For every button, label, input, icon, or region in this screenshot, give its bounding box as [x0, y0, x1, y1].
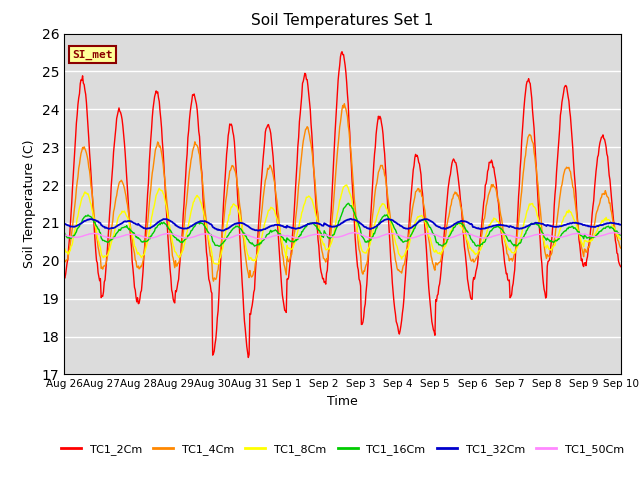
TC1_50Cm	[350, 230, 358, 236]
TC1_16Cm	[214, 242, 221, 248]
TC1_2Cm	[338, 49, 346, 55]
TC1_8Cm	[60, 245, 68, 251]
Line: TC1_4Cm: TC1_4Cm	[64, 104, 621, 281]
Line: TC1_50Cm: TC1_50Cm	[64, 233, 621, 239]
TC1_50Cm	[127, 231, 135, 237]
TC1_32Cm	[428, 219, 436, 225]
TC1_4Cm	[210, 278, 218, 284]
Text: SI_met: SI_met	[72, 49, 113, 60]
TC1_2Cm	[184, 135, 192, 141]
TC1_50Cm	[412, 234, 419, 240]
Y-axis label: Soil Temperature (C): Soil Temperature (C)	[23, 140, 36, 268]
TC1_16Cm	[60, 228, 68, 234]
TC1_2Cm	[412, 152, 419, 157]
TC1_50Cm	[184, 235, 192, 241]
TC1_4Cm	[60, 257, 68, 263]
TC1_32Cm	[255, 228, 262, 233]
TC1_8Cm	[70, 232, 78, 238]
TC1_32Cm	[184, 225, 192, 231]
TC1_50Cm	[428, 231, 436, 237]
TC1_2Cm	[127, 243, 135, 249]
TC1_2Cm	[428, 319, 436, 324]
TC1_16Cm	[127, 228, 135, 234]
TC1_8Cm	[214, 261, 221, 267]
TC1_16Cm	[617, 232, 625, 238]
TC1_32Cm	[127, 218, 135, 224]
TC1_32Cm	[617, 222, 625, 228]
Line: TC1_8Cm: TC1_8Cm	[64, 185, 621, 264]
Legend: TC1_2Cm, TC1_4Cm, TC1_8Cm, TC1_16Cm, TC1_32Cm, TC1_50Cm: TC1_2Cm, TC1_4Cm, TC1_8Cm, TC1_16Cm, TC1…	[56, 440, 628, 459]
TC1_4Cm	[214, 267, 222, 273]
TC1_4Cm	[127, 230, 135, 236]
TC1_4Cm	[428, 256, 436, 262]
TC1_32Cm	[347, 216, 355, 222]
TC1_8Cm	[343, 182, 351, 188]
TC1_50Cm	[617, 231, 625, 237]
X-axis label: Time: Time	[327, 395, 358, 408]
TC1_4Cm	[340, 101, 348, 107]
TC1_8Cm	[127, 229, 135, 235]
TC1_4Cm	[617, 245, 625, 251]
TC1_50Cm	[60, 232, 68, 238]
Line: TC1_16Cm: TC1_16Cm	[64, 203, 621, 246]
TC1_32Cm	[60, 220, 68, 226]
TC1_50Cm	[259, 236, 266, 242]
TC1_8Cm	[184, 225, 192, 231]
TC1_8Cm	[428, 242, 436, 248]
Title: Soil Temperatures Set 1: Soil Temperatures Set 1	[252, 13, 433, 28]
TC1_16Cm	[184, 232, 192, 238]
TC1_2Cm	[214, 315, 221, 321]
TC1_2Cm	[60, 274, 68, 280]
TC1_8Cm	[412, 219, 419, 225]
TC1_32Cm	[412, 222, 419, 228]
TC1_8Cm	[617, 236, 625, 242]
Line: TC1_32Cm: TC1_32Cm	[64, 219, 621, 230]
TC1_4Cm	[412, 189, 419, 195]
TC1_2Cm	[70, 160, 78, 166]
TC1_16Cm	[344, 200, 352, 206]
TC1_2Cm	[617, 264, 625, 270]
TC1_50Cm	[214, 234, 221, 240]
TC1_2Cm	[244, 355, 252, 360]
TC1_4Cm	[70, 209, 78, 215]
TC1_16Cm	[216, 243, 223, 249]
TC1_4Cm	[184, 185, 192, 191]
TC1_16Cm	[412, 223, 419, 229]
TC1_50Cm	[70, 234, 78, 240]
TC1_16Cm	[428, 228, 436, 233]
TC1_32Cm	[70, 224, 78, 230]
TC1_16Cm	[70, 233, 78, 239]
Line: TC1_2Cm: TC1_2Cm	[64, 52, 621, 358]
TC1_8Cm	[214, 261, 222, 267]
TC1_32Cm	[214, 227, 221, 233]
